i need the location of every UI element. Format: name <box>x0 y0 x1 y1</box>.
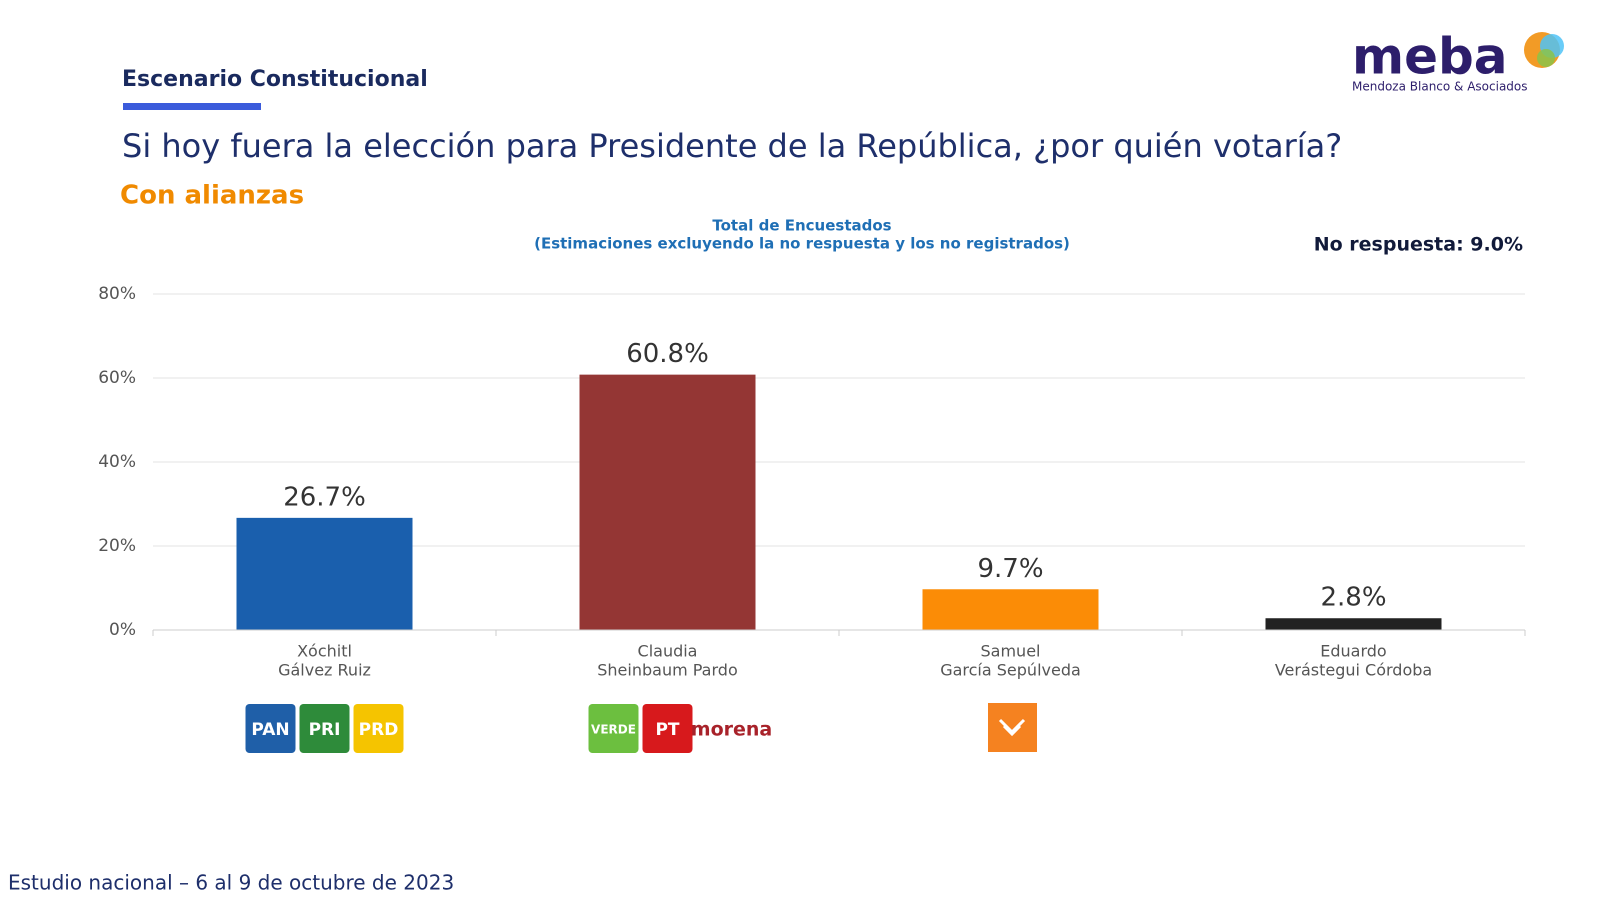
bar <box>1265 618 1442 630</box>
subtitle: Con alianzas <box>120 181 304 211</box>
y-tick-label: 40% <box>98 452 136 472</box>
y-tick-label: 80% <box>98 284 136 304</box>
bar <box>236 517 413 630</box>
value-label: 60.8% <box>626 339 709 369</box>
question: Si hoy fuera la elección para Presidente… <box>122 127 1342 165</box>
x-tick-label: Sheinbaum Pardo <box>597 661 737 680</box>
party-logo-label: morena <box>691 719 772 741</box>
y-tick-label: 0% <box>109 620 136 640</box>
party-logo <box>353 704 404 753</box>
party-logo-label: PT <box>655 720 679 740</box>
y-tick-label: 20% <box>98 536 136 556</box>
note: No respuesta: 9.0% <box>1314 234 1523 256</box>
value-label: 9.7% <box>977 554 1043 584</box>
party-logo <box>588 704 639 753</box>
x-tick-label: Xóchitl <box>297 642 352 661</box>
bar <box>922 589 1099 630</box>
value-label: 26.7% <box>283 482 366 512</box>
x-tick-label: Eduardo <box>1320 642 1386 661</box>
section-underline <box>123 103 261 110</box>
y-tick-label: 60% <box>98 368 136 388</box>
logo-tagline: Mendoza Blanco & Asociados <box>1352 80 1528 94</box>
party-logo <box>642 704 693 753</box>
x-tick-label: Gálvez Ruiz <box>278 661 371 680</box>
footer: Estudio nacional – 6 al 9 de octubre de … <box>8 871 454 895</box>
x-tick-label: Verástegui Córdoba <box>1275 661 1432 680</box>
logo: meba <box>1352 28 1508 86</box>
bar <box>579 374 756 630</box>
party-logo <box>988 703 1037 752</box>
party-logo-label: PRD <box>359 720 399 740</box>
chart-title: Total de Encuestados <box>712 217 891 235</box>
party-logo <box>245 704 296 753</box>
value-label: 2.8% <box>1320 583 1386 613</box>
x-tick-label: Samuel <box>981 642 1041 661</box>
logo-icon <box>1537 49 1555 67</box>
party-logo <box>299 704 350 753</box>
party-logo-label: PAN <box>251 720 289 740</box>
party-logo-label: PRI <box>309 720 341 740</box>
section-title: Escenario Constitucional <box>122 67 428 92</box>
party-logo-label: VERDE <box>591 723 636 737</box>
x-tick-label: Claudia <box>638 642 698 661</box>
x-tick-label: García Sepúlveda <box>940 661 1081 680</box>
party-logo-icon <box>998 718 1026 737</box>
chart-subtitle: (Estimaciones excluyendo la no respuesta… <box>534 235 1070 253</box>
